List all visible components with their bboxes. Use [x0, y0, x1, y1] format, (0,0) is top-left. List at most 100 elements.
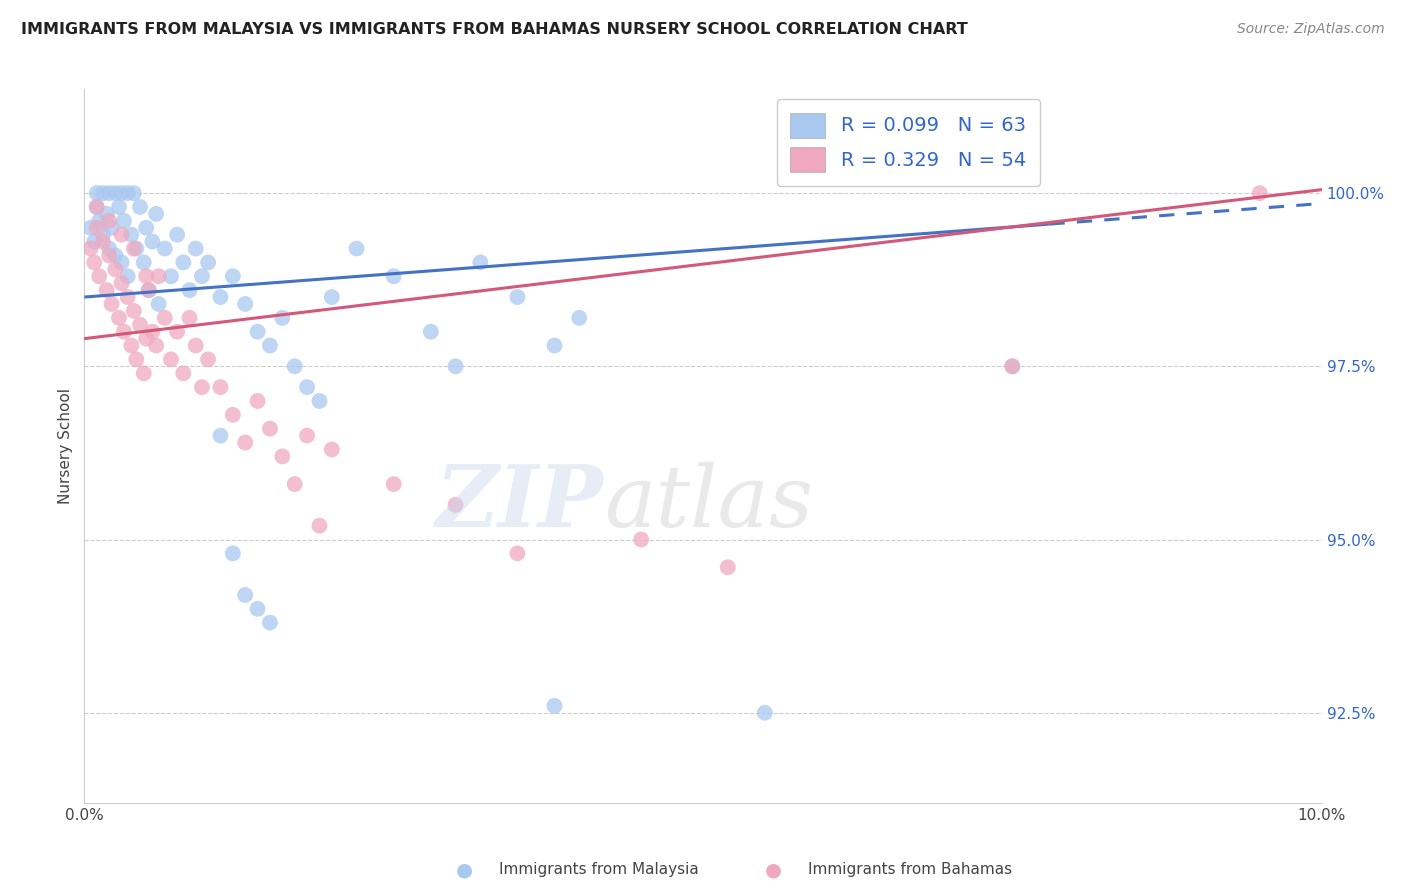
Text: Immigrants from Malaysia: Immigrants from Malaysia	[499, 863, 699, 877]
Text: ZIP: ZIP	[436, 461, 605, 545]
Point	[132, 255, 155, 269]
Point	[138, 283, 160, 297]
Point	[1001, 359, 1024, 374]
Point	[222, 408, 245, 422]
Point	[506, 290, 529, 304]
Point	[110, 227, 132, 242]
Point	[191, 269, 214, 284]
Point	[122, 242, 145, 256]
Point	[96, 207, 118, 221]
Point	[141, 235, 163, 249]
Point	[166, 227, 188, 242]
Point	[129, 318, 152, 332]
Point	[184, 242, 207, 256]
Text: ●: ●	[765, 860, 782, 880]
Point	[129, 200, 152, 214]
Point	[179, 283, 201, 297]
Point	[191, 380, 214, 394]
Point	[444, 498, 467, 512]
Point	[100, 220, 122, 235]
Point	[179, 310, 201, 325]
Point	[89, 269, 111, 284]
Point	[444, 359, 467, 374]
Point	[117, 269, 139, 284]
Point	[209, 428, 232, 442]
Point	[184, 338, 207, 352]
Point	[132, 366, 155, 380]
Point	[110, 186, 132, 201]
Point	[160, 269, 183, 284]
Point	[246, 325, 269, 339]
Point	[382, 477, 405, 491]
Point	[86, 220, 108, 235]
Point	[246, 602, 269, 616]
Point	[153, 242, 176, 256]
Text: IMMIGRANTS FROM MALAYSIA VS IMMIGRANTS FROM BAHAMAS NURSERY SCHOOL CORRELATION C: IMMIGRANTS FROM MALAYSIA VS IMMIGRANTS F…	[21, 22, 967, 37]
Point	[145, 338, 167, 352]
Point	[86, 186, 108, 201]
Point	[108, 310, 131, 325]
Point	[79, 242, 101, 256]
Text: ●: ●	[456, 860, 472, 880]
Point	[543, 338, 565, 352]
Point	[125, 352, 148, 367]
Point	[259, 615, 281, 630]
Point	[120, 227, 142, 242]
Point	[104, 186, 127, 201]
Point	[148, 297, 170, 311]
Point	[470, 255, 492, 269]
Text: Source: ZipAtlas.com: Source: ZipAtlas.com	[1237, 22, 1385, 37]
Point	[506, 546, 529, 560]
Point	[110, 255, 132, 269]
Point	[630, 533, 652, 547]
Point	[83, 255, 105, 269]
Point	[104, 262, 127, 277]
Point	[259, 338, 281, 352]
Point	[259, 422, 281, 436]
Point	[382, 269, 405, 284]
Point	[100, 297, 122, 311]
Point	[321, 290, 343, 304]
Point	[419, 325, 441, 339]
Point	[308, 394, 330, 409]
Point	[83, 235, 105, 249]
Point	[91, 186, 114, 201]
Point	[135, 332, 157, 346]
Point	[117, 186, 139, 201]
Point	[166, 325, 188, 339]
Y-axis label: Nursery School: Nursery School	[58, 388, 73, 504]
Point	[568, 310, 591, 325]
Point	[160, 352, 183, 367]
Point	[86, 200, 108, 214]
Point	[295, 380, 318, 394]
Point	[308, 518, 330, 533]
Point	[104, 248, 127, 262]
Point	[233, 297, 256, 311]
Point	[145, 207, 167, 221]
Point	[98, 186, 121, 201]
Point	[172, 255, 194, 269]
Point	[284, 477, 307, 491]
Point	[1001, 359, 1024, 374]
Point	[197, 352, 219, 367]
Point	[233, 588, 256, 602]
Point	[110, 276, 132, 290]
Point	[295, 428, 318, 442]
Point	[284, 359, 307, 374]
Point	[112, 214, 135, 228]
Point	[1249, 186, 1271, 201]
Point	[141, 325, 163, 339]
Point	[271, 450, 294, 464]
Point	[209, 380, 232, 394]
Point	[222, 546, 245, 560]
Point	[135, 269, 157, 284]
Point	[222, 269, 245, 284]
Point	[153, 310, 176, 325]
Point	[246, 394, 269, 409]
Point	[122, 186, 145, 201]
Point	[543, 698, 565, 713]
Point	[197, 255, 219, 269]
Point	[122, 304, 145, 318]
Point	[754, 706, 776, 720]
Point	[172, 366, 194, 380]
